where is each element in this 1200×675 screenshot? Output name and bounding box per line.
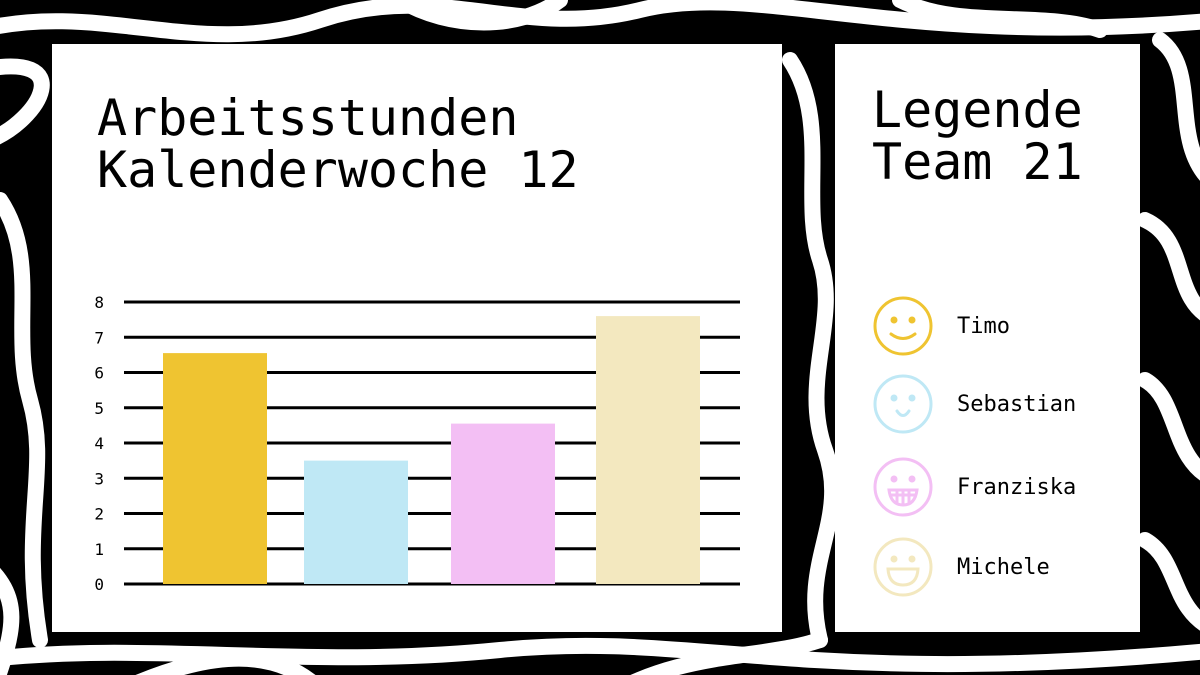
chart-panel: Arbeitsstunden Kalenderwoche 12 0 1 2 3 4 5 6 7… xyxy=(52,44,782,632)
legend-item-sebastian: Sebastian xyxy=(871,372,1076,436)
legend-title: Legende Team 21 xyxy=(872,81,1083,191)
legend-label: Michele xyxy=(957,554,1050,580)
y-tick-label: 8 xyxy=(94,293,104,312)
grin-teeth-icon xyxy=(873,457,933,517)
bar-michele xyxy=(596,316,700,584)
y-tick-label: 2 xyxy=(94,505,104,524)
y-tick-label: 7 xyxy=(94,328,104,347)
legend-label: Timo xyxy=(957,313,1010,339)
legend-label: Franziska xyxy=(957,474,1077,500)
bar-franziska xyxy=(451,423,555,584)
legend-item-michele: Michele xyxy=(871,535,1050,599)
y-tick-label: 1 xyxy=(94,540,104,559)
y-tick-label: 0 xyxy=(94,575,104,594)
legend-panel: Legende Team 21 Timo Sebastian Franziska Mi… xyxy=(835,44,1140,632)
bar-sebastian xyxy=(304,460,408,584)
slight-smile-icon xyxy=(873,374,933,434)
smile-icon xyxy=(873,296,933,356)
laugh-icon xyxy=(873,537,933,597)
legend-label: Sebastian xyxy=(957,391,1077,417)
y-tick-label: 4 xyxy=(94,434,104,453)
bar-chart: 0 1 2 3 4 5 6 7 8 xyxy=(94,293,740,594)
y-tick-label: 3 xyxy=(94,469,104,488)
y-tick-label: 6 xyxy=(94,364,104,383)
y-tick-label: 5 xyxy=(94,399,104,418)
legend-item-franziska: Franziska xyxy=(871,455,1076,519)
bar-timo xyxy=(163,353,267,584)
chart-title: Arbeitsstunden Kalenderwoche 12 xyxy=(97,89,579,199)
legend-item-timo: Timo xyxy=(871,294,1010,358)
